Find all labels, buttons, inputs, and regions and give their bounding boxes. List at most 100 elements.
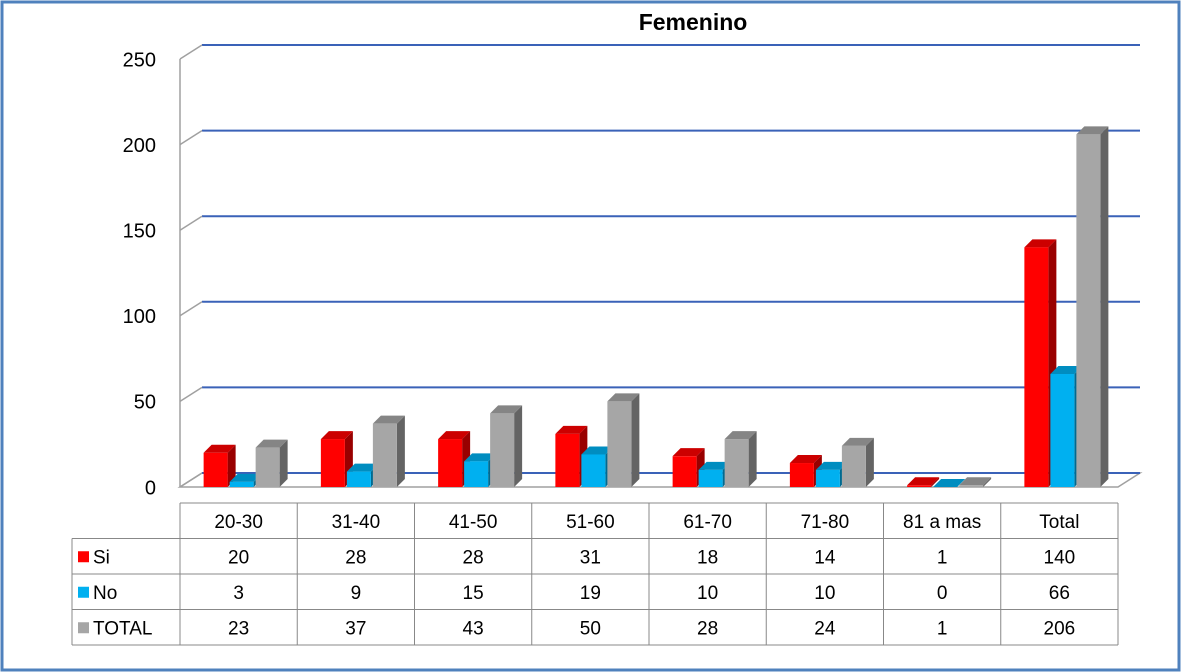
x-tick-label: 20-30 <box>214 512 263 533</box>
table-value: 24 <box>814 618 836 639</box>
bar <box>1076 134 1101 487</box>
y-tick-label: 200 <box>123 135 156 157</box>
legend-label: TOTAL <box>93 618 152 639</box>
bar <box>815 469 840 487</box>
bar <box>841 445 866 487</box>
grid-line-side <box>179 386 203 403</box>
x-tick-label: Total <box>1039 512 1079 533</box>
x-tick-label: 71-80 <box>801 512 850 533</box>
bar <box>672 456 697 487</box>
table-value: 28 <box>697 618 718 639</box>
table-value: 28 <box>345 547 366 568</box>
table-value: 20 <box>228 547 249 568</box>
bar <box>464 461 489 487</box>
bar <box>959 485 984 487</box>
chart-title: Femenino <box>639 9 748 35</box>
bar-top <box>1076 126 1109 135</box>
legend-swatch <box>78 586 89 598</box>
bar-top <box>698 461 731 470</box>
grid-line-side <box>179 129 203 146</box>
bar-top <box>607 393 640 402</box>
bar <box>907 485 932 487</box>
bar-top <box>789 455 822 464</box>
bar-top <box>438 431 471 440</box>
table-value: 14 <box>814 547 836 568</box>
bar-side <box>514 405 523 487</box>
legend-swatch <box>78 622 89 634</box>
bar-top <box>490 405 523 414</box>
y-tick-label: 0 <box>145 477 156 499</box>
table-value: 28 <box>463 547 484 568</box>
table-value: 10 <box>697 583 718 604</box>
bar-side <box>865 437 874 487</box>
bar <box>698 469 723 487</box>
table-value: 1 <box>937 547 948 568</box>
bar <box>203 452 228 487</box>
x-tick-label: 61-70 <box>683 512 732 533</box>
table-value: 10 <box>814 583 835 604</box>
bar <box>438 439 463 487</box>
y-tick-label: 50 <box>134 392 156 414</box>
table-value: 18 <box>697 547 718 568</box>
bar-top <box>346 463 379 472</box>
table-value: 43 <box>463 618 484 639</box>
bar-side <box>931 477 940 487</box>
bar <box>346 471 371 487</box>
bar-side <box>227 444 236 487</box>
bar <box>229 481 254 487</box>
bar <box>490 413 515 487</box>
x-tick-label: 51-60 <box>566 512 615 533</box>
table-value: 0 <box>937 583 948 604</box>
bar-side <box>279 439 288 487</box>
table-value: 206 <box>1044 618 1076 639</box>
bar-top <box>464 453 497 462</box>
bar-top <box>1050 366 1083 375</box>
bar-side <box>631 393 640 487</box>
bar-top <box>255 439 288 448</box>
x-tick-label: 31-40 <box>332 512 381 533</box>
bar-top <box>933 479 966 487</box>
table-value: 66 <box>1049 583 1070 604</box>
bar-top <box>229 473 262 482</box>
table-value: 19 <box>580 583 601 604</box>
bar-side <box>1100 126 1109 487</box>
bar <box>581 454 606 487</box>
table-value: 50 <box>580 618 601 639</box>
bar-top <box>555 425 588 434</box>
bar-top <box>672 448 705 457</box>
bar <box>320 439 345 487</box>
bar-side <box>748 431 757 487</box>
bar-top <box>320 431 353 440</box>
bar-side <box>983 477 992 487</box>
y-tick-label: 150 <box>123 220 156 242</box>
table-value: 37 <box>345 618 366 639</box>
bar-top <box>1024 239 1057 248</box>
bar-top <box>203 444 236 453</box>
x-tick-label: 41-50 <box>449 512 498 533</box>
table-value: 9 <box>351 583 362 604</box>
bar <box>555 433 580 487</box>
table-value: 140 <box>1044 547 1076 568</box>
y-tick-label: 250 <box>123 49 156 71</box>
grid-line-side <box>179 472 203 488</box>
bar <box>1050 374 1075 487</box>
bar <box>724 439 749 487</box>
table-value: 1 <box>937 618 948 639</box>
grid-line-side <box>179 301 203 317</box>
bar <box>255 447 280 487</box>
bar-top <box>841 437 874 446</box>
bar-side <box>396 415 405 487</box>
legend-label: Si <box>93 547 110 568</box>
bar <box>372 423 397 487</box>
table-value: 31 <box>580 547 601 568</box>
grid-line-side <box>179 44 203 60</box>
bar-top <box>724 431 757 440</box>
bar <box>789 463 814 487</box>
table-value: 23 <box>228 618 249 639</box>
bar <box>607 401 632 487</box>
bar-top <box>815 461 848 470</box>
bar-top <box>372 415 405 424</box>
bar <box>1024 247 1049 487</box>
